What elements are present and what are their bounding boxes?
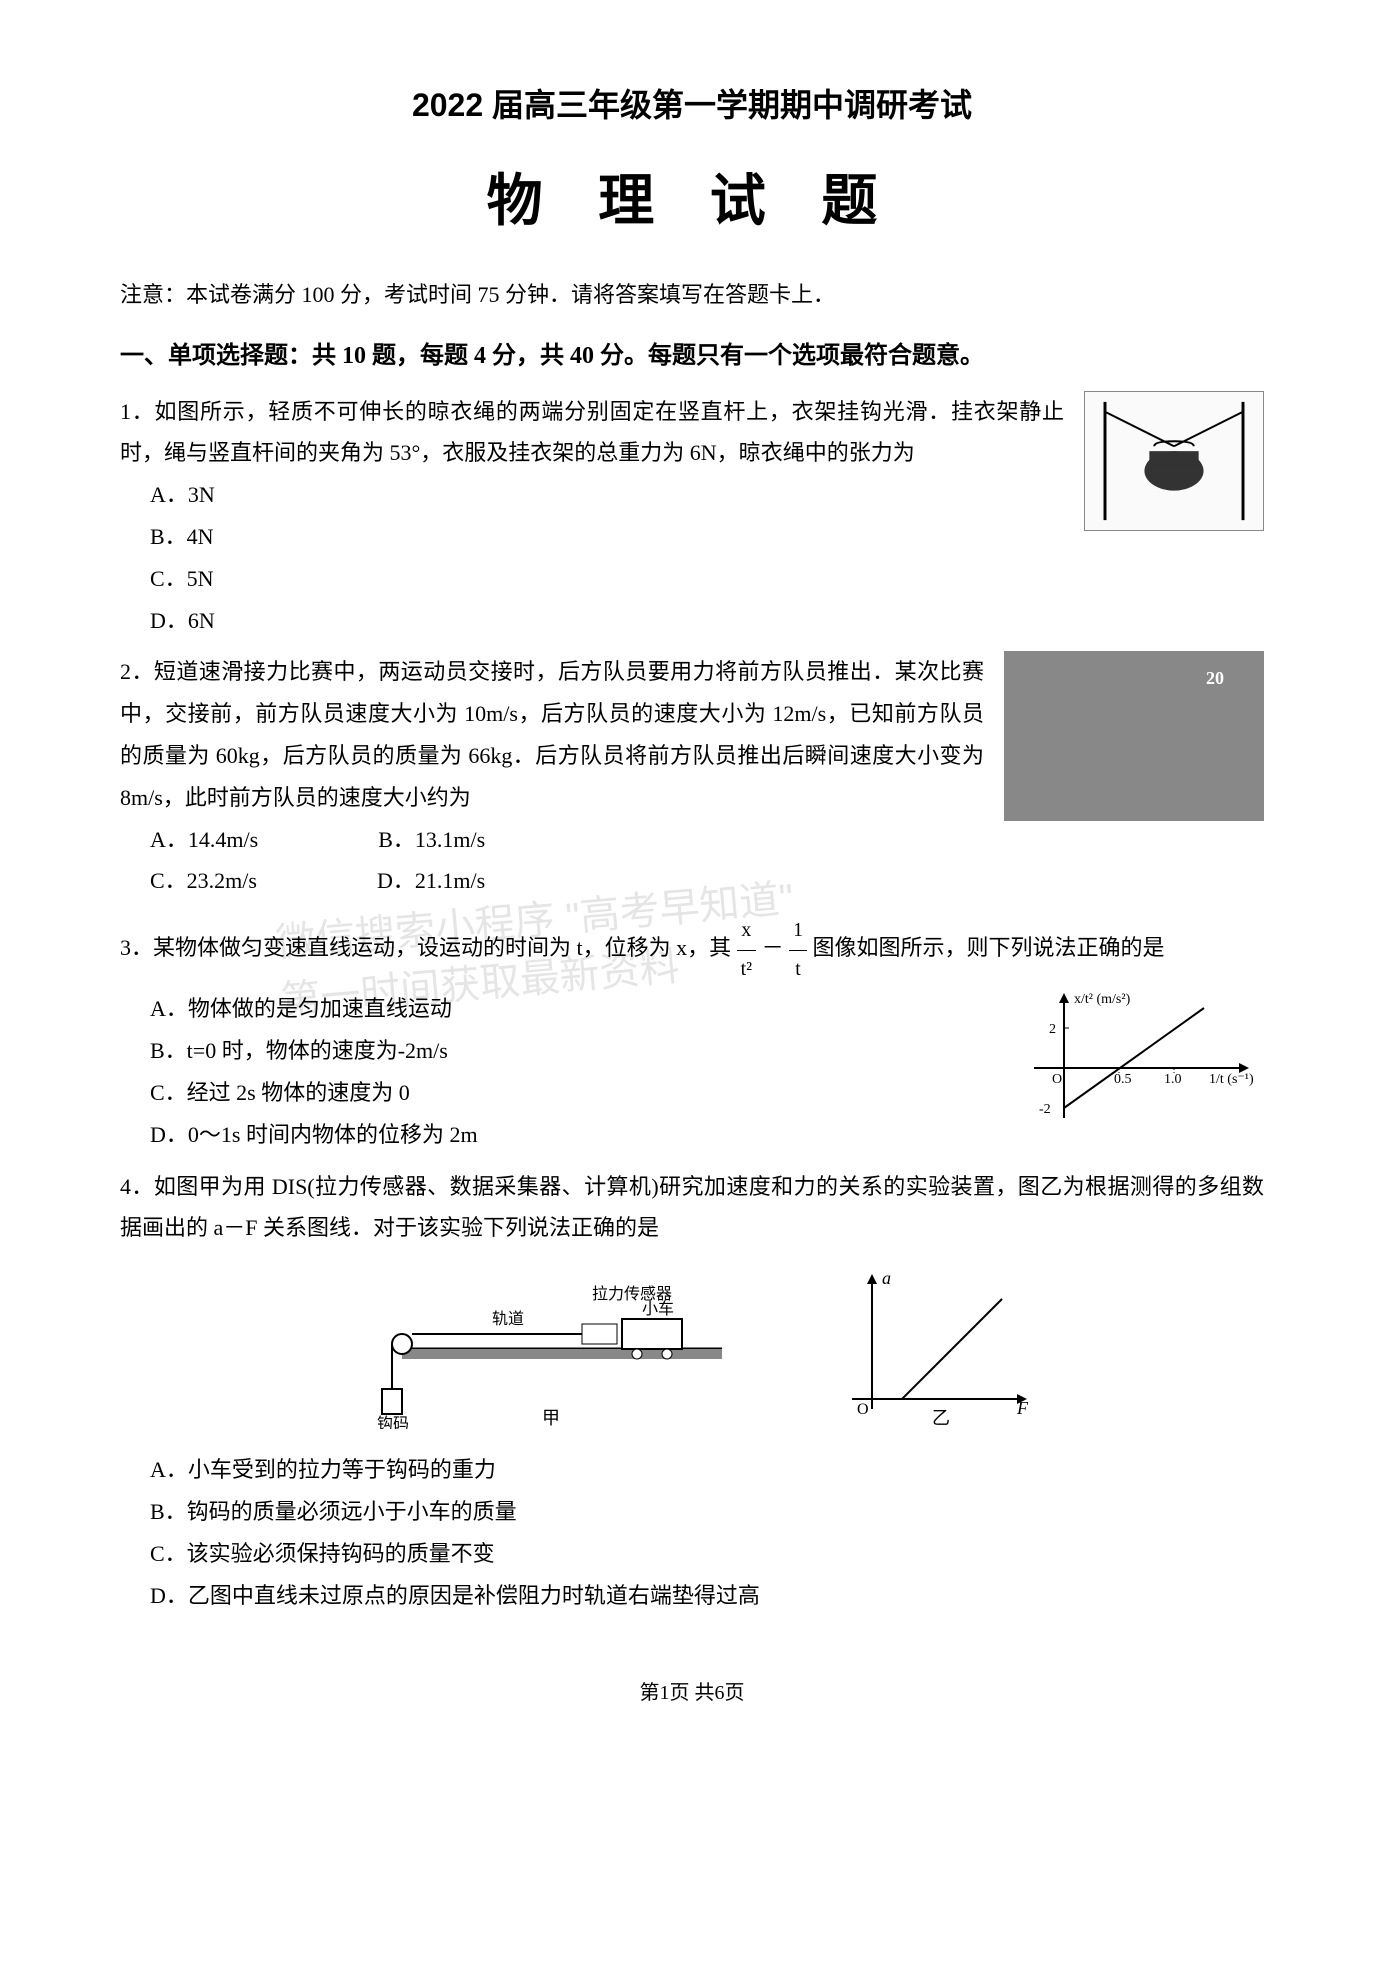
q3-fraction1: xt²: [737, 912, 756, 988]
q2-option-c: C．23.2m/s: [150, 860, 257, 902]
q4-diagram: 拉力传感器 轨道 小车 钩码 甲 a F O 乙: [120, 1269, 1264, 1429]
svg-text:a: a: [882, 1269, 891, 1288]
q4-option-d: D．乙图中直线未过原点的原因是补偿阻力时轨道右端垫得过高: [150, 1575, 1264, 1617]
q3-text: 3．某物体做匀变速直线运动，设运动的时间为 t，位移为 x，其 xt² － 1t…: [120, 912, 1264, 988]
q1-figure: [1084, 391, 1264, 531]
svg-text:-2: -2: [1039, 1102, 1051, 1117]
q4-option-b: B．钩码的质量必须远小于小车的质量: [150, 1491, 1264, 1533]
q2-figure: [1004, 651, 1264, 821]
question-3: 3．某物体做匀变速直线运动，设运动的时间为 t，位移为 x，其 xt² － 1t…: [120, 912, 1264, 1155]
q4-apparatus: 拉力传感器 轨道 小车 钩码 甲: [342, 1269, 742, 1429]
q2-option-d: D．21.1m/s: [377, 860, 485, 902]
q2-options-row1: A．14.4m/s B．13.1m/s: [120, 819, 984, 861]
svg-text:O: O: [857, 1401, 869, 1418]
page-number: 第1页 共6页: [120, 1676, 1264, 1705]
q2-option-b: B．13.1m/s: [378, 819, 485, 861]
q3-text-suffix: 图像如图所示，则下列说法正确的是: [812, 935, 1164, 960]
question-1: 1．如图所示，轻质不可伸长的晾衣绳的两端分别固定在竖直杆上，衣架挂钩光滑．挂衣架…: [120, 391, 1264, 642]
q3-fraction2: 1t: [789, 912, 807, 988]
q3-chart: x/t² (m/s²) 1/t (s⁻¹) 2 -2 O 0.5 1.0: [1024, 988, 1264, 1138]
svg-text:钩码: 钩码: [377, 1415, 409, 1429]
svg-text:x/t² (m/s²): x/t² (m/s²): [1074, 992, 1131, 1007]
exam-title: 2022 届高三年级第一学期期中调研考试: [120, 80, 1264, 126]
svg-text:O: O: [1052, 1072, 1062, 1087]
question-4: 4．如图甲为用 DIS(拉力传感器、数据采集器、计算机)研究加速度和力的关系的实…: [120, 1166, 1264, 1617]
svg-text:0.5: 0.5: [1114, 1072, 1132, 1087]
q4-option-a: A．小车受到的拉力等于钩码的重力: [150, 1449, 1264, 1491]
svg-text:轨道: 轨道: [492, 1310, 524, 1328]
svg-text:1/t (s⁻¹): 1/t (s⁻¹): [1209, 1072, 1254, 1087]
svg-text:乙: 乙: [932, 1408, 950, 1428]
svg-text:甲: 甲: [542, 1408, 560, 1428]
q4-options: A．小车受到的拉力等于钩码的重力 B．钩码的质量必须远小于小车的质量 C．该实验…: [120, 1449, 1264, 1616]
q3-text-prefix: 3．某物体做匀变速直线运动，设运动的时间为 t，位移为 x，其: [120, 935, 737, 960]
q1-option-c: C．5N: [150, 558, 1264, 600]
svg-text:小车: 小车: [642, 1300, 674, 1318]
q4-text: 4．如图甲为用 DIS(拉力传感器、数据采集器、计算机)研究加速度和力的关系的实…: [120, 1166, 1264, 1250]
q2-options-row2: C．23.2m/s D．21.1m/s: [120, 860, 1264, 902]
svg-text:2: 2: [1049, 1022, 1056, 1037]
q2-option-a: A．14.4m/s: [150, 819, 258, 861]
exam-page: 微信搜索小程序 "高考早知道" 第一时间获取最新资料 2022 届高三年级第一学…: [0, 0, 1384, 1974]
q4-option-c: C．该实验必须保持钩码的质量不变: [150, 1533, 1264, 1575]
q1-option-d: D．6N: [150, 600, 1264, 642]
svg-text:1.0: 1.0: [1164, 1072, 1182, 1087]
q4-graph: a F O 乙: [842, 1269, 1042, 1429]
subject-title: 物 理 试 题: [120, 156, 1264, 237]
question-2: 2．短道速滑接力比赛中，两运动员交接时，后方队员要用力将前方队员推出．某次比赛中…: [120, 651, 1264, 902]
exam-notice: 注意：本试卷满分 100 分，考试时间 75 分钟．请将答案填写在答题卡上．: [120, 277, 1264, 312]
section-1-title: 一、单项选择题：共 10 题，每题 4 分，共 40 分。每题只有一个选项最符合…: [120, 337, 1264, 375]
svg-text:F: F: [1016, 1398, 1029, 1418]
